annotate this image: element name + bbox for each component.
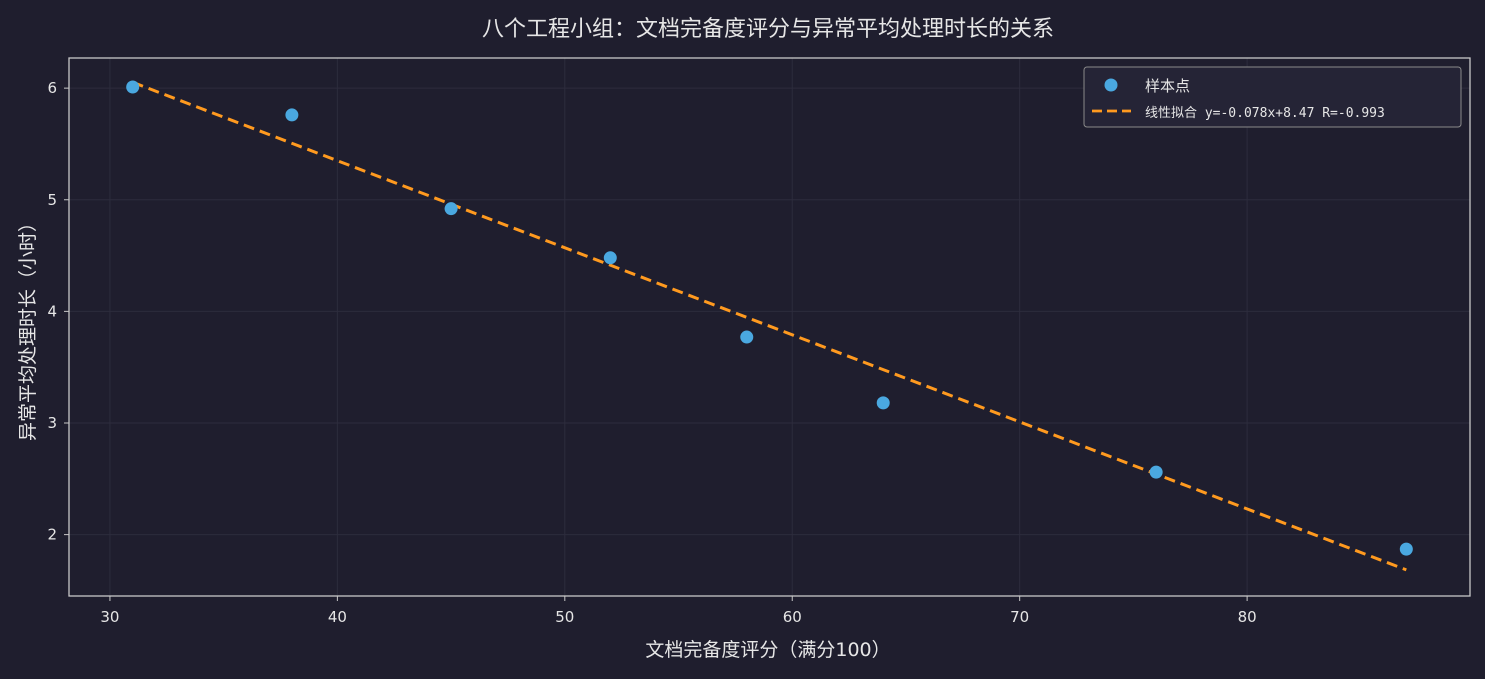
- legend-label-fit: 线性拟合 y=-0.078x+8.47 R=-0.993: [1145, 106, 1385, 121]
- x-axis-ticks: 30 40 50 60 70 80: [100, 596, 1257, 626]
- y-tick-label: 3: [47, 414, 57, 432]
- x-tick-label: 50: [555, 608, 574, 626]
- y-axis-ticks: 2 3 4 5 6: [47, 79, 69, 544]
- y-axis-label: 异常平均处理时长（小时）: [17, 213, 39, 441]
- x-tick-label: 70: [1010, 608, 1029, 626]
- data-point: [1399, 542, 1413, 556]
- x-tick-label: 80: [1238, 608, 1257, 626]
- data-point: [126, 80, 140, 94]
- fit-line: [132, 80, 1407, 572]
- data-point: [876, 396, 890, 410]
- data-point: [1149, 465, 1163, 479]
- y-tick-label: 6: [47, 79, 57, 97]
- y-tick-label: 5: [47, 191, 57, 209]
- legend-box: [1083, 66, 1462, 128]
- legend-marker-points: [1104, 78, 1118, 92]
- data-point: [603, 251, 617, 265]
- x-axis-label: 文档完备度评分（满分100）: [645, 639, 890, 661]
- y-tick-label: 4: [47, 302, 57, 320]
- legend: 样本点 线性拟合 y=-0.078x+8.47 R=-0.993: [1083, 66, 1462, 128]
- x-tick-label: 30: [100, 608, 119, 626]
- x-tick-label: 40: [328, 608, 347, 626]
- data-point: [285, 108, 299, 122]
- legend-label-points: 样本点: [1145, 77, 1190, 95]
- data-point: [740, 330, 754, 344]
- fit-line-layer: [132, 80, 1407, 572]
- chart-title: 八个工程小组：文档完备度评分与异常平均处理时长的关系: [482, 17, 1054, 42]
- data-points: [126, 80, 1413, 556]
- axes-frame: [68, 57, 1471, 597]
- data-point: [444, 202, 458, 216]
- y-tick-label: 2: [47, 526, 57, 544]
- x-tick-label: 60: [783, 608, 802, 626]
